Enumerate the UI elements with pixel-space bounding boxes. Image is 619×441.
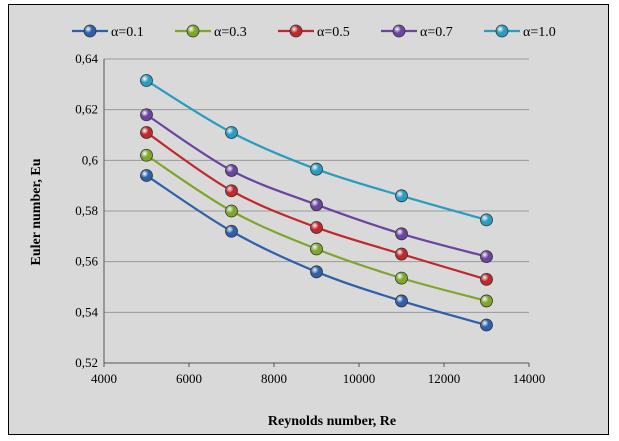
- legend-label: α=1.0: [523, 25, 556, 40]
- data-point: [225, 184, 238, 198]
- data-point: [140, 74, 153, 87]
- series-1: [140, 169, 493, 332]
- data-point: [225, 126, 238, 139]
- x-tick-label: 12000: [428, 371, 461, 386]
- series-5: [140, 74, 493, 227]
- legend-label: α=0.7: [420, 25, 453, 40]
- legend: α=0.1 α=0.3 α=0.5 α=0.7 α=1.0: [72, 24, 556, 40]
- data-point: [310, 162, 323, 176]
- data-point: [310, 198, 323, 212]
- y-tick-label: 0,58: [75, 203, 98, 218]
- y-tick-label: 0,64: [75, 51, 98, 66]
- axes: [103, 59, 529, 364]
- series-4: [140, 108, 493, 264]
- series-2: [140, 148, 493, 308]
- x-tick-label: 6000: [176, 371, 202, 386]
- data-point: [395, 247, 408, 261]
- data-point: [225, 164, 238, 177]
- legend-marker: [289, 24, 303, 38]
- x-tick-label: 8000: [261, 371, 287, 386]
- data-point: [480, 318, 493, 332]
- x-tick-label: 10000: [343, 371, 376, 386]
- legend-label: α=0.5: [317, 25, 350, 40]
- legend-marker: [83, 24, 97, 38]
- y-tick-label: 0,56: [75, 254, 98, 269]
- x-tick-label: 4000: [91, 371, 117, 386]
- legend-marker: [392, 24, 406, 38]
- data-point: [480, 272, 493, 286]
- y-tick-label: 0,6: [82, 152, 99, 167]
- data-point: [480, 250, 493, 264]
- data-point: [395, 271, 408, 285]
- series-3: [140, 126, 493, 286]
- y-tick-label: 0,52: [75, 355, 98, 370]
- data-point: [140, 126, 153, 139]
- data-point: [310, 221, 323, 234]
- legend-item: α=1.0: [484, 24, 556, 40]
- legend-item: α=0.1: [72, 24, 144, 40]
- data-point: [225, 204, 238, 218]
- y-tick-labels: 0,52 0,54 0,56 0,58 0,6 0,62 0,64: [75, 51, 98, 370]
- data-point: [140, 169, 153, 182]
- data-point: [395, 227, 408, 241]
- series-line: [145, 113, 487, 258]
- data-point: [480, 294, 493, 308]
- x-axis-title: Reynolds number, Re: [268, 414, 396, 429]
- y-axis-title: Euler number, Eu: [29, 158, 44, 265]
- x-tick-labels: 4000 6000 8000 10000 12000 14000: [91, 363, 545, 386]
- x-tick-label: 14000: [513, 371, 546, 386]
- legend-label: α=0.3: [214, 25, 247, 40]
- data-point: [310, 242, 323, 256]
- legend-item: α=0.3: [175, 24, 247, 40]
- legend-marker: [186, 24, 200, 38]
- legend-label: α=0.1: [111, 25, 144, 40]
- series-group: [140, 74, 493, 332]
- data-point: [480, 213, 493, 227]
- data-point: [310, 265, 323, 279]
- data-point: [225, 224, 238, 238]
- data-point: [395, 294, 408, 308]
- legend-item: α=0.5: [278, 24, 350, 40]
- legend-item: α=0.7: [381, 24, 453, 40]
- y-tick-label: 0,62: [75, 102, 98, 117]
- data-point: [140, 148, 153, 162]
- data-point: [140, 108, 153, 122]
- data-point: [395, 189, 408, 203]
- legend-marker: [495, 24, 509, 38]
- y-tick-label: 0,54: [75, 304, 98, 319]
